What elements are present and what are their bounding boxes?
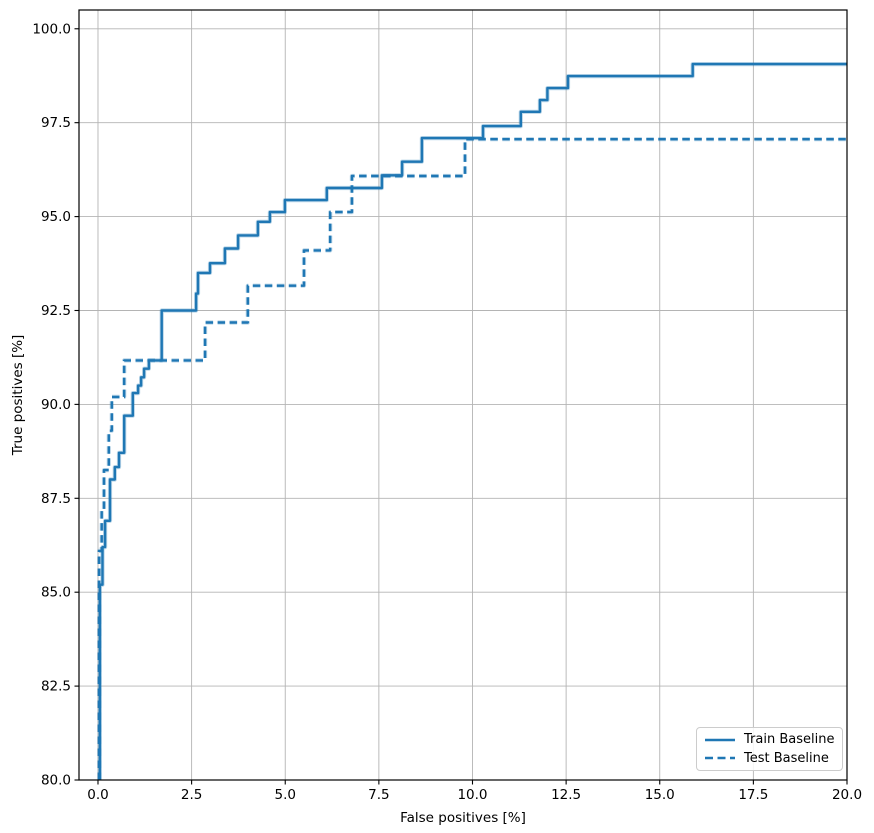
y-tick-label: 97.5 — [41, 115, 71, 131]
legend-label-train: Train Baseline — [744, 732, 835, 748]
x-tick-label: 17.5 — [738, 787, 768, 803]
y-tick-label: 80.0 — [41, 773, 71, 789]
y-axis-label: True positives [%] — [10, 335, 26, 457]
legend-item-train: Train Baseline — [704, 731, 835, 749]
x-tick-label: 15.0 — [645, 787, 675, 803]
y-tick-label: 82.5 — [41, 679, 71, 695]
x-tick-label: 12.5 — [551, 787, 581, 803]
y-tick-label: 95.0 — [41, 209, 71, 225]
y-tick-label: 90.0 — [41, 397, 71, 413]
dashed-line-icon — [705, 757, 735, 760]
x-tick-label: 2.5 — [181, 787, 202, 803]
x-tick-label: 7.5 — [368, 787, 389, 803]
axes-frame — [78, 9, 848, 781]
x-tick-label: 0.0 — [87, 787, 108, 803]
legend-label-test: Test Baseline — [744, 750, 829, 766]
x-tick-label: 20.0 — [832, 787, 862, 803]
y-tick-label: 92.5 — [41, 303, 71, 319]
series-line-train — [98, 62, 847, 780]
series-halo-0 — [97, 61, 847, 780]
x-tick-label: 10.0 — [457, 787, 487, 803]
legend: Train Baseline Test Baseline — [696, 727, 843, 771]
series-halo-1 — [96, 137, 847, 780]
y-tick-label: 85.0 — [41, 585, 71, 601]
solid-line-icon — [705, 738, 735, 741]
x-axis-label: False positives [%] — [400, 810, 526, 826]
x-tick-label: 5.0 — [274, 787, 295, 803]
legend-item-test: Test Baseline — [704, 749, 835, 767]
y-tick-label: 100.0 — [32, 21, 71, 37]
series-line-test — [97, 137, 847, 780]
y-tick-label: 87.5 — [41, 491, 71, 507]
